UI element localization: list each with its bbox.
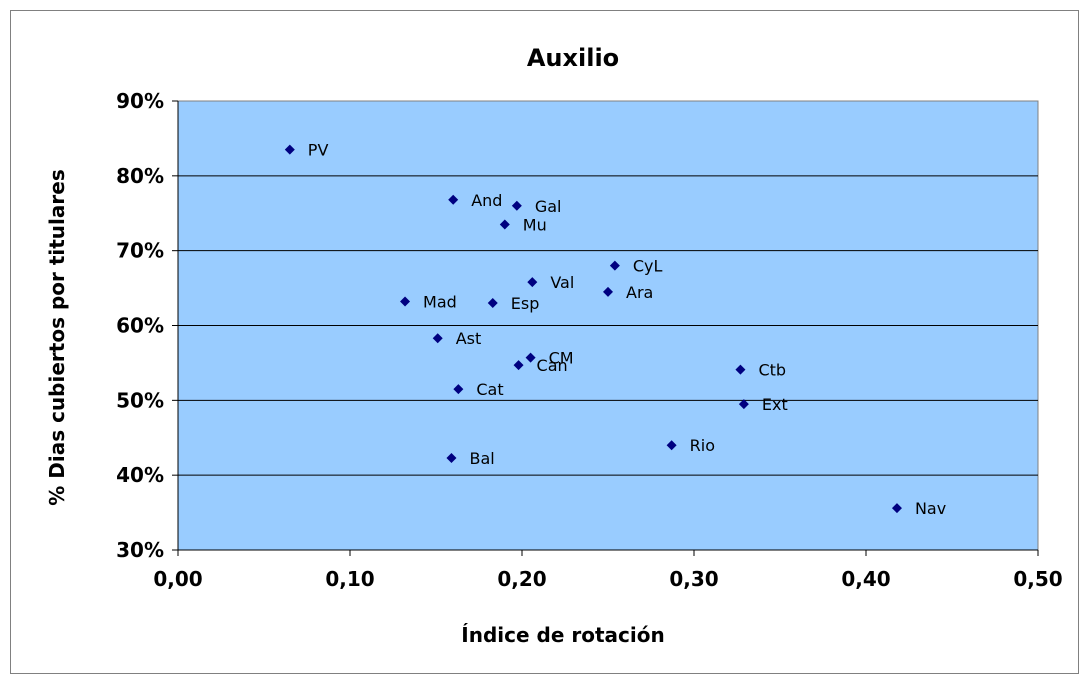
data-point-label: Mu (523, 215, 547, 234)
data-point-marker (735, 364, 746, 375)
data-point-marker (448, 194, 459, 205)
data-point-label: Bal (469, 449, 494, 468)
data-point-label: CyL (633, 257, 663, 276)
data-point-marker (603, 286, 613, 297)
data-point-marker (527, 277, 538, 288)
gridlines (178, 175, 1038, 476)
y-tick-label: 30% (116, 538, 164, 562)
y-tick-label: 60% (116, 314, 164, 338)
y-tick-label: 50% (116, 388, 164, 412)
data-point-marker (666, 440, 677, 451)
x-tick-label: 0,40 (841, 567, 890, 591)
y-tick-label: 40% (116, 463, 164, 487)
data-point-label: Cat (476, 380, 503, 399)
axes: 30% 40% 50% 60% 70% 80% 90% 0,00 0,10 0,20 0,30 0,4… (116, 89, 1063, 591)
y-tick-label: 90% (116, 89, 164, 113)
data-point-marker (609, 260, 620, 271)
data-point-marker (432, 333, 443, 344)
data-point-label: Nav (915, 499, 946, 518)
data-point-marker (284, 144, 295, 155)
data-point-label: Ast (456, 329, 482, 348)
x-tick-label: 0,10 (325, 567, 374, 591)
data-point-marker (453, 384, 464, 395)
data-point-label: Can (537, 356, 568, 375)
data-point-marker (513, 360, 524, 371)
y-tick-label: 70% (116, 239, 164, 263)
data-point-marker (400, 296, 411, 307)
data-point-label: And (471, 191, 502, 210)
data-point-label: Ext (762, 395, 788, 414)
data-point-marker (738, 399, 749, 410)
data-point-label: Esp (511, 294, 540, 313)
x-axis-label: Índice de rotación (461, 623, 664, 647)
data-point-label: Ctb (758, 361, 786, 380)
data-point-marker (511, 200, 522, 211)
data-point-label: Gal (535, 197, 562, 216)
x-tick-label: 0,20 (497, 567, 546, 591)
x-tick-label: 0,00 (153, 567, 202, 591)
data-point-marker (525, 352, 536, 363)
data-point-label: Rio (690, 436, 715, 455)
data-point-marker (487, 298, 498, 309)
chart-title: Auxilio (527, 44, 619, 72)
data-point-label: CM (549, 349, 574, 368)
data-point-marker (499, 219, 510, 230)
data-point-label: PV (308, 141, 329, 160)
data-point-label: Mad (423, 293, 457, 312)
data-point-marker (891, 503, 902, 514)
x-tick-label: 0,50 (1013, 567, 1062, 591)
y-axis-label: % Dias cubiertos por titulares (45, 169, 69, 505)
data-point-label: Ara (626, 283, 653, 302)
data-point-marker (446, 452, 457, 463)
data-point-label: Val (550, 273, 574, 292)
y-tick-label: 80% (116, 164, 164, 188)
x-tick-label: 0,30 (669, 567, 718, 591)
